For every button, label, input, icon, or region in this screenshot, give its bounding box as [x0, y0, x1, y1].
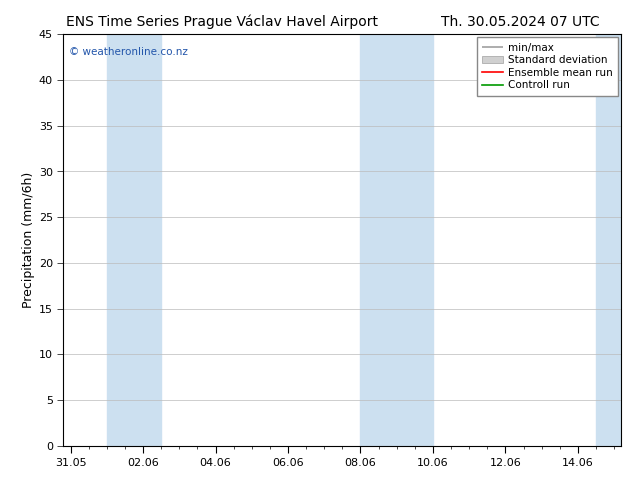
Y-axis label: Precipitation (mm/6h): Precipitation (mm/6h) — [22, 172, 35, 308]
Bar — [596, 34, 621, 446]
Bar — [361, 34, 433, 446]
Text: © weatheronline.co.nz: © weatheronline.co.nz — [69, 47, 188, 57]
Text: ENS Time Series Prague Václav Havel Airport: ENS Time Series Prague Václav Havel Airp… — [66, 15, 378, 29]
Text: Th. 30.05.2024 07 UTC: Th. 30.05.2024 07 UTC — [441, 15, 599, 29]
Legend: min/max, Standard deviation, Ensemble mean run, Controll run: min/max, Standard deviation, Ensemble me… — [477, 37, 618, 96]
Bar — [107, 34, 161, 446]
